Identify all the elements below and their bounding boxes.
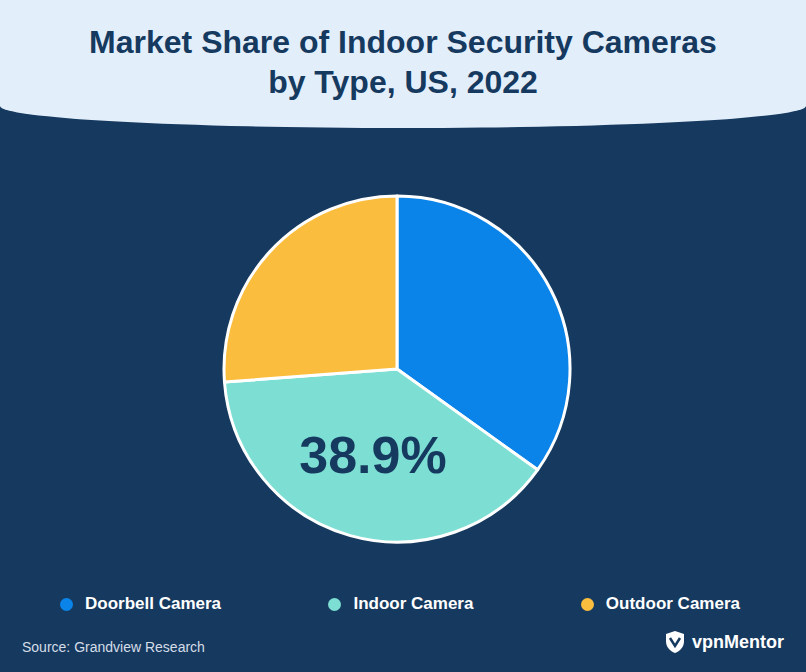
html-text:Source: Grandview Research: Source: Grandview Research [22,639,205,655]
html-text:Doorbell Camera: Doorbell Camera [85,594,221,613]
html-text:Market Share of Indoor Securit: Market Share of Indoor Security Cameras … [89,24,717,100]
html-text:Indoor Camera: Indoor Camera [353,594,474,613]
html-text:vpnMentor: vpnMentor [692,631,784,652]
svg-text:38.9%: 38.9% [299,426,446,484]
html-text:Outdoor Camera: Outdoor Camera [605,594,740,613]
